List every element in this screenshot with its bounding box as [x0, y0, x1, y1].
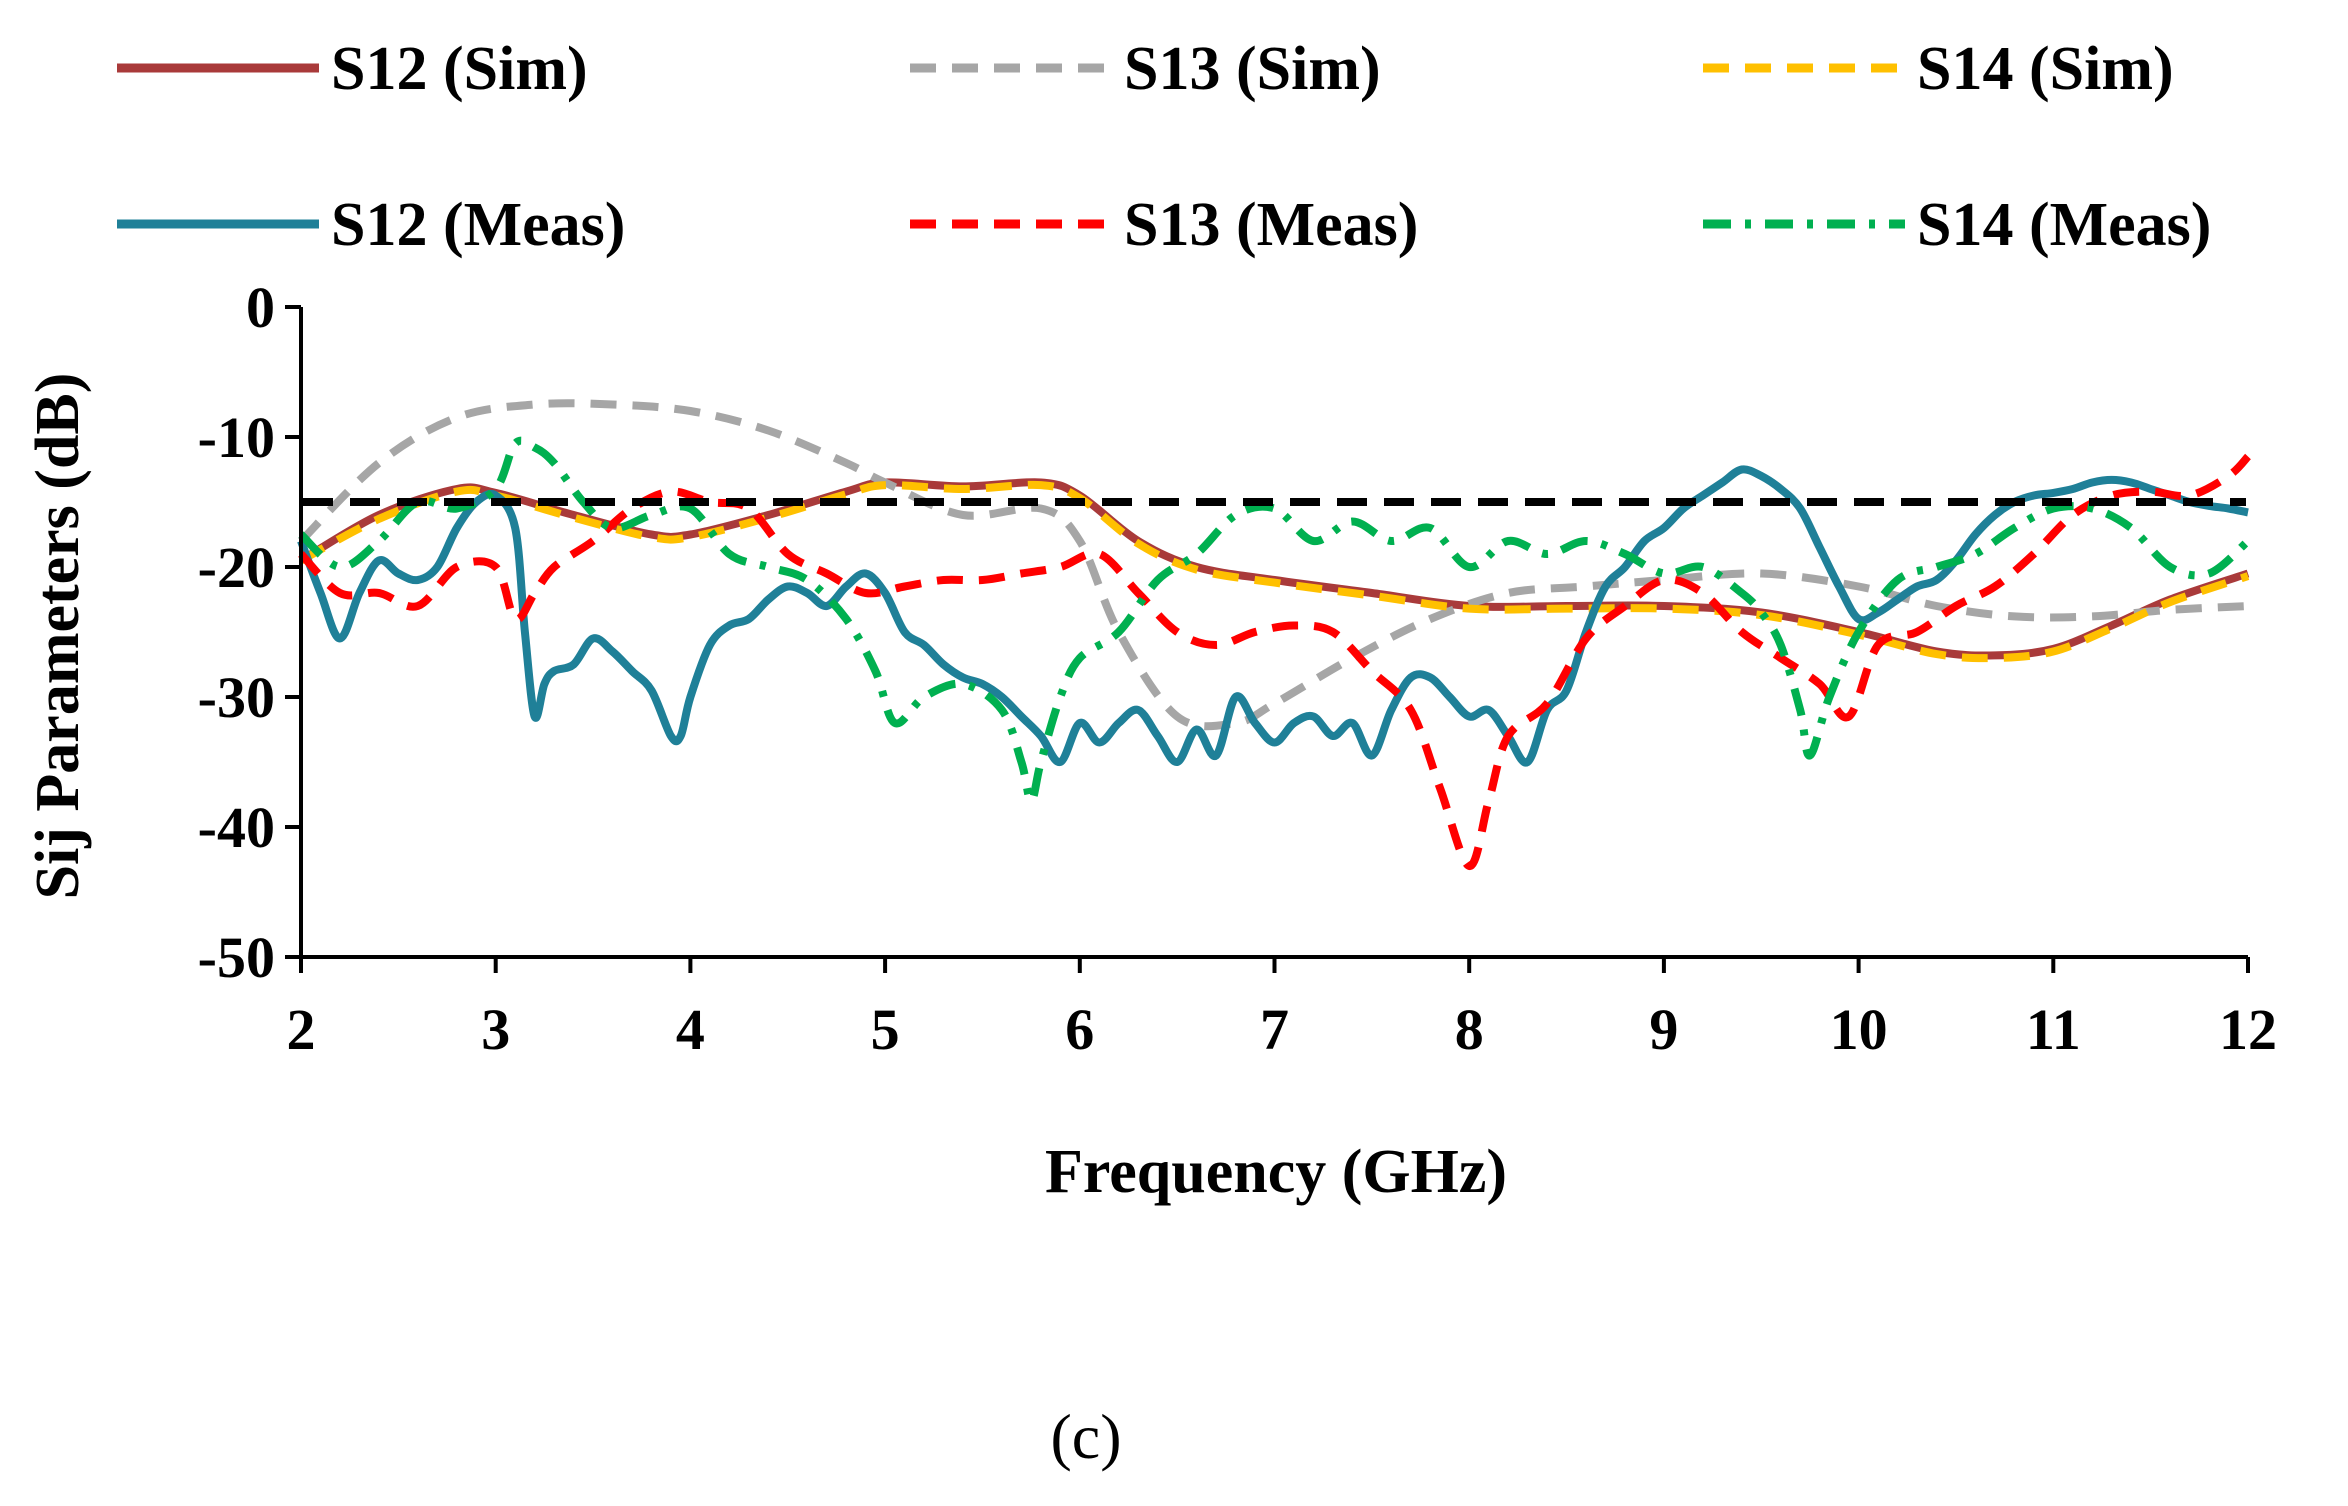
y-tick-label: -50 [198, 925, 275, 990]
x-tick-label: 6 [1065, 997, 1094, 1062]
legend-item: S13 (Sim) [910, 35, 1381, 103]
x-tick-label: 2 [287, 997, 316, 1062]
legend-item: S12 (Sim) [117, 35, 588, 103]
x-axis-title: Frequency (GHz) [1045, 1138, 1507, 1206]
x-tick-label: 8 [1455, 997, 1484, 1062]
x-tick-label: 9 [1649, 997, 1678, 1062]
series-line-s14-sim [299, 480, 2250, 663]
y-tick-label: -30 [198, 665, 275, 730]
x-tick-label: 5 [871, 997, 900, 1062]
x-tick-label: 4 [676, 997, 705, 1062]
series-line-s13-meas [298, 453, 2251, 870]
legend-label: S12 (Meas) [331, 191, 625, 259]
legend-label: S13 (Meas) [1124, 191, 1418, 259]
x-tick-label: 12 [2219, 997, 2277, 1062]
x-tick-label: 7 [1260, 997, 1289, 1062]
series-line-s13-sim [298, 399, 2249, 731]
legend-label: S12 (Sim) [331, 35, 588, 103]
y-tick-label: -10 [198, 405, 275, 470]
series-line-s14-meas [298, 436, 2251, 805]
legend-item: S12 (Meas) [117, 191, 625, 259]
figure-caption: (c) [1050, 1401, 1121, 1472]
legend-label: S14 (Meas) [1917, 191, 2211, 259]
legend: S12 (Sim) S13 (Sim) S14 (Sim) S12 (Meas) S13… [117, 35, 2211, 259]
y-tick-label: 0 [246, 275, 275, 340]
legend-item: S14 (Sim) [1703, 35, 2174, 103]
x-tick-label: 3 [481, 997, 510, 1062]
x-tick-label: 11 [2026, 997, 2081, 1062]
legend-label: S13 (Sim) [1124, 35, 1381, 103]
legend-item: S13 (Meas) [910, 191, 1418, 259]
series-line-s12-meas [297, 465, 2249, 767]
axes: 0 -10 -20 -30 -40 -502 3 4 5 6 7 8 9 10 11 12 [198, 275, 2277, 1062]
y-tick-label: -20 [198, 535, 275, 600]
y-axis-title: Sij Parameters (dB) [24, 373, 92, 900]
legend-label: S14 (Sim) [1917, 35, 2174, 103]
y-tick-label: -40 [198, 795, 275, 860]
legend-item: S14 (Meas) [1703, 191, 2211, 259]
x-tick-label: 10 [1830, 997, 1888, 1062]
series-layer [297, 399, 2251, 870]
